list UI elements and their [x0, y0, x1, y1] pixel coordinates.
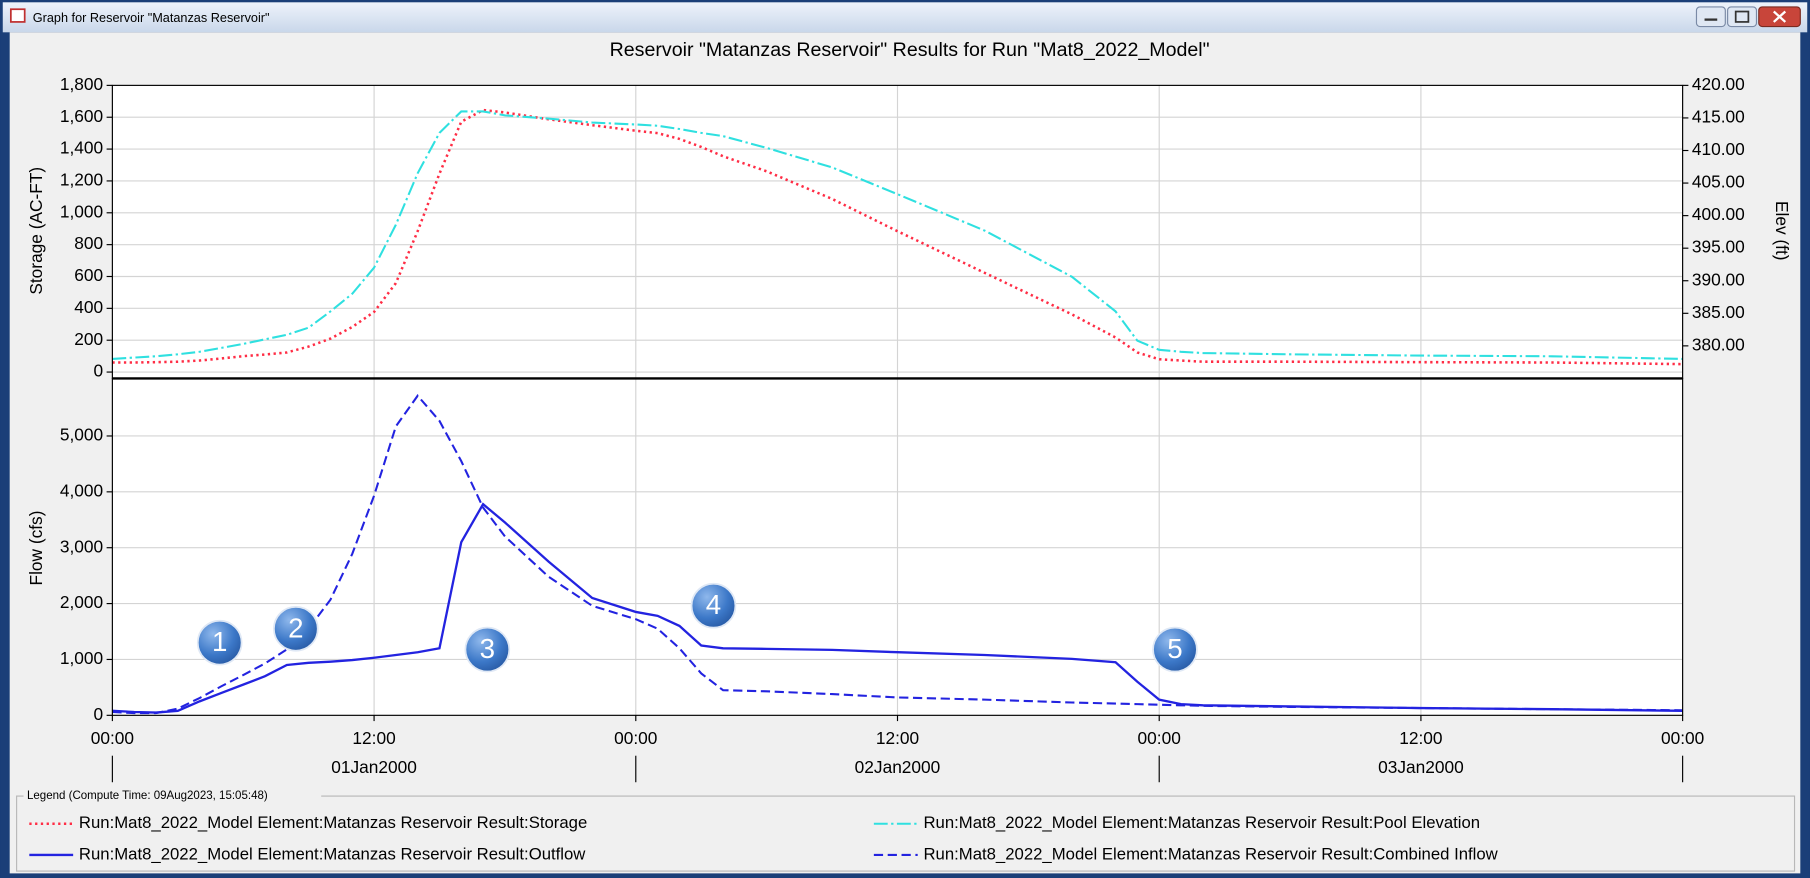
- legend-label: Run:Mat8_2022_Model Element:Matanzas Res…: [79, 813, 587, 832]
- y-tick-label: 1,600: [60, 106, 103, 126]
- callout-badge: [273, 606, 319, 652]
- y-tick-label: 1,000: [60, 648, 103, 668]
- callout-badge: [464, 626, 511, 673]
- legend-label: Run:Mat8_2022_Model Element:Matanzas Res…: [79, 844, 586, 863]
- close-icon: [1772, 10, 1787, 23]
- y-tick-label: 0: [94, 361, 104, 381]
- title-bar: [2, 2, 1808, 33]
- y2-axis-title: Elev (ft): [1772, 201, 1792, 261]
- y-tick-label: 2,000: [60, 592, 103, 612]
- x-tick-label: 00:00: [614, 728, 657, 748]
- date-label: 02Jan2000: [855, 757, 941, 777]
- date-label: 01Jan2000: [331, 757, 417, 777]
- callout-badge: [690, 582, 737, 629]
- y-tick-label: 0: [94, 704, 104, 724]
- x-tick-label: 12:00: [1399, 728, 1442, 748]
- y-tick-label: 3,000: [60, 536, 103, 556]
- x-tick-label: 00:00: [1661, 728, 1704, 748]
- callout-number: 3: [480, 633, 495, 664]
- y2-tick-label: 405.00: [1692, 172, 1745, 192]
- y-tick-label: 1,400: [60, 138, 103, 158]
- y-axis-title: Storage (AC-FT): [26, 167, 46, 295]
- y2-tick-label: 410.00: [1692, 139, 1745, 159]
- y2-tick-label: 385.00: [1692, 302, 1745, 322]
- y-tick-label: 600: [74, 265, 103, 285]
- series-line: [112, 110, 1683, 360]
- y-tick-label: 800: [74, 233, 103, 253]
- window-icon: [9, 8, 26, 23]
- chart-title: Reservoir "Matanzas Reservoir" Results f…: [610, 39, 1210, 61]
- y-tick-label: 200: [74, 329, 103, 349]
- series-line: [112, 108, 1683, 366]
- restore-icon: [1734, 10, 1750, 23]
- legend-box: [16, 795, 1796, 872]
- y-tick-label: 1,800: [60, 74, 103, 94]
- chart-layer: 0 200 400 600 800 1,000 1,200 1,400 1,600 1,800 38…: [29, 74, 1745, 863]
- callout-number: 2: [288, 612, 303, 643]
- y2-tick-label: 400.00: [1692, 204, 1745, 224]
- legend-title-bg: [23, 789, 322, 804]
- x-tick-label: 12:00: [352, 728, 395, 748]
- callout-number: 5: [1167, 633, 1182, 664]
- y-tick-label: 4,000: [60, 480, 103, 500]
- minimize-button[interactable]: [1695, 6, 1726, 28]
- restore-button[interactable]: [1727, 6, 1758, 28]
- y2-tick-label: 420.00: [1692, 74, 1745, 94]
- y-axis-title: Flow (cfs): [26, 511, 46, 586]
- y2-tick-label: 380.00: [1692, 334, 1745, 354]
- y-tick-label: 400: [74, 297, 103, 317]
- y-tick-label: 1,200: [60, 169, 103, 189]
- date-label: 03Jan2000: [1378, 757, 1464, 777]
- callout-number: 1: [212, 626, 227, 657]
- legend-title: Legend (Compute Time: 09Aug2023, 15:05:4…: [27, 790, 268, 802]
- y2-tick-label: 390.00: [1692, 269, 1745, 289]
- callout-badge: [1152, 626, 1198, 673]
- x-tick-label: 00:00: [1138, 728, 1181, 748]
- series-line: [112, 502, 1683, 714]
- callout-badge: [196, 619, 243, 666]
- x-tick-label: 00:00: [91, 728, 134, 748]
- y2-tick-label: 415.00: [1692, 107, 1745, 127]
- series-line: [112, 394, 1683, 715]
- y-tick-label: 5,000: [60, 425, 103, 445]
- window-title: Graph for Reservoir "Matanzas Reservoir": [33, 11, 270, 25]
- x-tick-label: 12:00: [876, 728, 919, 748]
- y-tick-label: 1,000: [60, 201, 103, 221]
- legend-label: Run:Mat8_2022_Model Element:Matanzas Res…: [923, 813, 1480, 832]
- legend-label: Run:Mat8_2022_Model Element:Matanzas Res…: [923, 844, 1498, 863]
- callout-number: 4: [706, 589, 721, 620]
- y2-tick-label: 395.00: [1692, 237, 1745, 257]
